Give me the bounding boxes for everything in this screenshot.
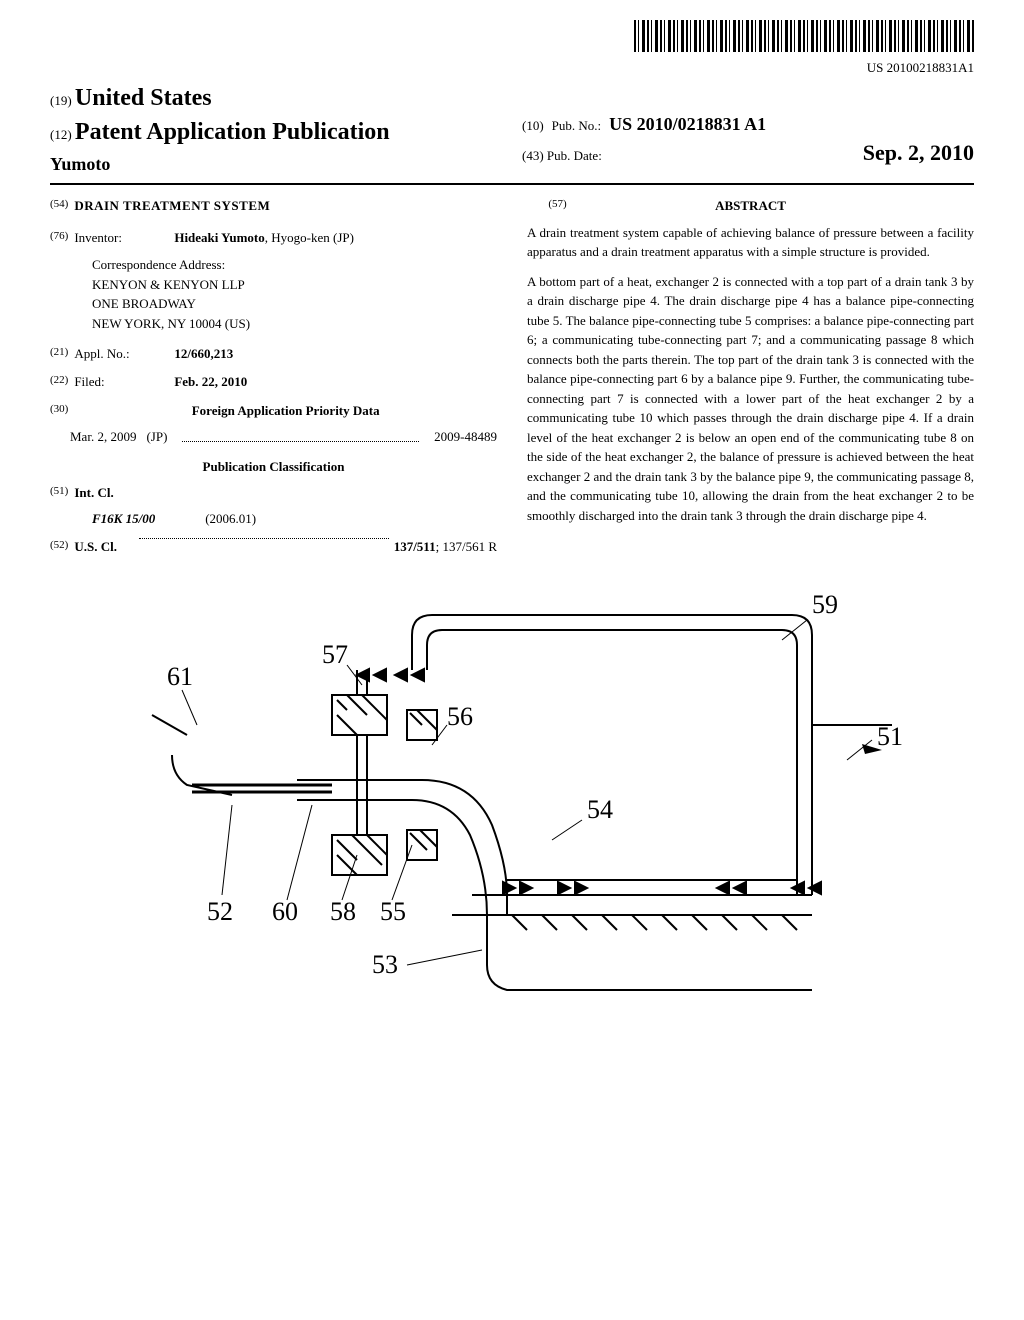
filed-date: Feb. 22, 2010 [174, 373, 247, 391]
abstract-heading-row: (57) ABSTRACT [527, 197, 974, 223]
pub-no-row: (10) Pub. No.: US 2010/0218831 A1 [522, 112, 974, 137]
fig-label-54: 54 [587, 795, 613, 824]
fig-label-61: 61 [167, 662, 193, 691]
pub-date-label: Pub. Date: [547, 148, 602, 163]
inventor-value: Hideaki Yumoto, Hyogo-ken (JP) [174, 229, 354, 247]
header-right: (10) Pub. No.: US 2010/0218831 A1 (43) P… [502, 82, 974, 176]
corr-line3: NEW YORK, NY 10004 (US) [92, 314, 497, 334]
inventor-name: Hideaki Yumoto [174, 230, 264, 245]
title-num: (54) [50, 197, 68, 212]
abstract-p1: A drain treatment system capable of achi… [527, 223, 974, 262]
header-section: (19) United States (12) Patent Applicati… [50, 82, 974, 184]
intcl-num: (51) [50, 484, 68, 499]
patent-title: DRAIN TREATMENT SYSTEM [74, 197, 270, 215]
barcode-graphic [634, 20, 974, 52]
priority-num: (30) [50, 402, 68, 417]
appl-row: (21) Appl. No.: 12/660,213 [50, 345, 497, 363]
priority-heading: Foreign Application Priority Data [74, 402, 497, 420]
pub-no: US 2010/0218831 A1 [609, 112, 766, 137]
abstract-heading: ABSTRACT [715, 197, 786, 215]
dots-filler [182, 428, 419, 442]
pub-class-heading: Publication Classification [50, 458, 497, 476]
content-columns: (54) DRAIN TREATMENT SYSTEM (76) Invento… [50, 197, 974, 565]
fig-label-59: 59 [812, 595, 838, 619]
uscl-row: (52) U.S. Cl. 137/511; 137/561 R [50, 538, 497, 556]
pub-no-num: (10) [522, 117, 544, 135]
pub-date-row: (43) Pub. Date: Sep. 2, 2010 [522, 138, 974, 169]
priority-date: Mar. 2, 2009 [70, 428, 136, 446]
uscl-value2: ; 137/561 R [436, 538, 497, 556]
intcl-row: (51) Int. Cl. [50, 484, 497, 502]
priority-appnum: 2009-48489 [434, 428, 497, 446]
barcode-number: US 20100218831A1 [50, 59, 974, 77]
inventor-row: (76) Inventor: Hideaki Yumoto, Hyogo-ken… [50, 229, 497, 247]
dots-filler-2 [139, 538, 388, 539]
filed-label: Filed: [74, 373, 164, 391]
pub-no-label: Pub. No.: [552, 117, 601, 135]
fig-label-56: 56 [447, 702, 473, 731]
priority-country: (JP) [146, 428, 167, 446]
patent-figure: 59 61 57 56 51 54 52 60 58 55 53 [50, 595, 974, 1080]
abstract-p2: A bottom part of a heat, exchanger 2 is … [527, 272, 974, 526]
fig-label-60: 60 [272, 897, 298, 926]
abstract-num: (57) [548, 197, 566, 212]
appl-num-label: Appl. No.: [74, 345, 164, 363]
correspondence-block: Correspondence Address: KENYON & KENYON … [92, 255, 497, 333]
priority-heading-row: (30) Foreign Application Priority Data [50, 402, 497, 420]
fig-label-53: 53 [372, 950, 398, 979]
corr-label: Correspondence Address: [92, 255, 497, 275]
column-right: (57) ABSTRACT A drain treatment system c… [527, 197, 974, 565]
country-num: (19) [50, 93, 72, 108]
fig-label-57: 57 [322, 640, 348, 669]
pub-type-line: (12) Patent Application Publication [50, 116, 502, 150]
uscl-value: 137/511 [394, 538, 436, 556]
fig-label-51: 51 [877, 722, 903, 751]
corr-line2: ONE BROADWAY [92, 294, 497, 314]
priority-row: Mar. 2, 2009 (JP) 2009-48489 [70, 428, 497, 446]
uscl-num: (52) [50, 538, 68, 553]
priority-section: (30) Foreign Application Priority Data M… [50, 402, 497, 446]
pub-type-num: (12) [50, 127, 72, 142]
fig-label-55: 55 [380, 897, 406, 926]
intcl-code: F16K 15/00 [92, 510, 155, 528]
inventor-num: (76) [50, 229, 68, 244]
pub-date: Sep. 2, 2010 [863, 138, 974, 169]
corr-line1: KENYON & KENYON LLP [92, 275, 497, 295]
figure-svg: 59 61 57 56 51 54 52 60 58 55 53 [112, 595, 912, 1075]
inventor-loc: , Hyogo-ken (JP) [265, 230, 354, 245]
intcl-year: (2006.01) [205, 510, 256, 528]
header-left: (19) United States (12) Patent Applicati… [50, 82, 502, 176]
appl-num: 12/660,213 [174, 345, 233, 363]
intcl-value-row: F16K 15/00 (2006.01) [92, 510, 497, 528]
filed-row: (22) Filed: Feb. 22, 2010 [50, 373, 497, 391]
uscl-label: U.S. Cl. [74, 538, 134, 556]
fig-label-58: 58 [330, 897, 356, 926]
filed-num: (22) [50, 373, 68, 388]
country-line: (19) United States [50, 82, 502, 116]
pub-type: Patent Application Publication [75, 119, 390, 145]
author-line: Yumoto [50, 152, 502, 177]
pub-date-num: (43) [522, 148, 544, 163]
barcode-area: US 20100218831A1 [50, 20, 974, 77]
country-name: United States [75, 85, 212, 111]
intcl-label: Int. Cl. [74, 484, 113, 502]
inventor-label: Inventor: [74, 229, 164, 247]
fig-label-52: 52 [207, 897, 233, 926]
column-left: (54) DRAIN TREATMENT SYSTEM (76) Invento… [50, 197, 497, 565]
title-row: (54) DRAIN TREATMENT SYSTEM [50, 197, 497, 215]
appl-num-num: (21) [50, 345, 68, 360]
